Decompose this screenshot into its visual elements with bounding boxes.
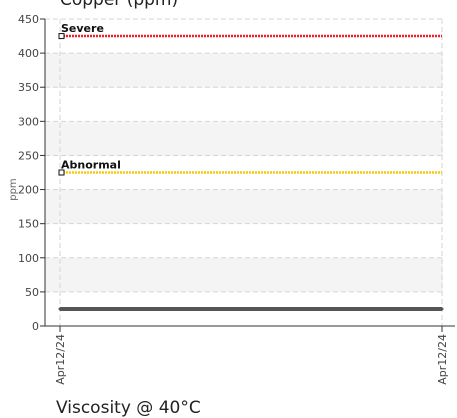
x-ticks: Apr12/24 Apr12/24 [54, 326, 449, 385]
y-tick-label: 150 [18, 218, 39, 231]
y-tick-label: 350 [18, 81, 39, 94]
y-tick-label: 50 [25, 286, 39, 299]
next-chart-title: Viscosity @ 40°C [56, 398, 201, 418]
axes [44, 19, 455, 327]
threshold-marker [58, 33, 65, 40]
y-tick-label: 450 [18, 13, 39, 26]
threshold-label: Abnormal [61, 159, 121, 172]
plot-band [45, 121, 443, 156]
y-axis-title: ppm [8, 178, 19, 200]
threshold-label: Severe [61, 22, 104, 35]
x-tick-label: Apr12/24 [436, 334, 449, 385]
y-tick-label: 300 [18, 115, 39, 128]
plot-band [45, 87, 443, 122]
plot-band [45, 223, 443, 258]
y-tick-label: 400 [18, 47, 39, 60]
data-series [58, 306, 444, 311]
plot-band [45, 53, 443, 88]
y-ticks: 0 50 100 150 200 250 300 350 400 450 [18, 13, 45, 333]
series-point [440, 307, 444, 311]
plot-band [45, 189, 443, 224]
plot-band [45, 257, 443, 292]
grid-lines [45, 18, 443, 326]
y-tick-label: 100 [18, 252, 39, 265]
y-tick-label: 200 [18, 184, 39, 197]
y-tick-label: 250 [18, 149, 39, 162]
x-tick-label: Apr12/24 [54, 334, 67, 385]
y-tick-label: 0 [32, 320, 39, 333]
series-point [58, 307, 62, 311]
threshold-lines: Severe Abnormal [58, 22, 442, 176]
chart-title: Copper (ppm) [60, 0, 179, 10]
threshold-marker [58, 169, 65, 176]
